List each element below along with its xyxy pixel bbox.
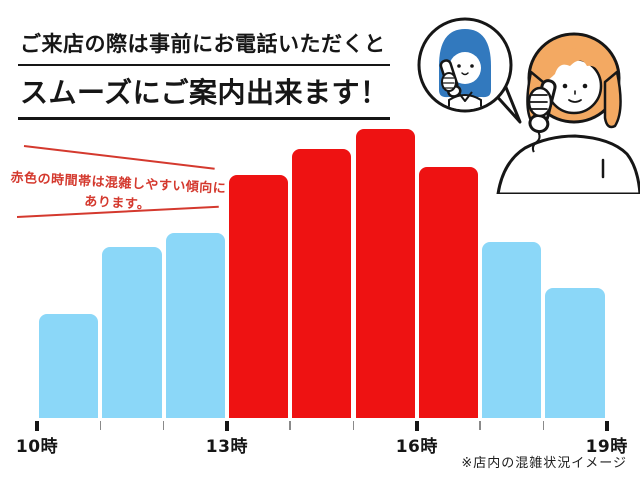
bar-12時 (165, 233, 225, 418)
header-line-1: ご来店の際は事前にお電話いただくと (18, 28, 390, 66)
speech-bubble (417, 17, 522, 124)
axis-major-tick (224, 421, 229, 431)
axis-minor-tick (542, 421, 545, 430)
customer-eye (562, 83, 568, 89)
bar-14時 (292, 149, 352, 418)
axis-minor-tick (479, 421, 481, 430)
customer-figure (496, 32, 640, 196)
axis-label-10時: 10時 (15, 437, 59, 457)
bar-11時 (102, 247, 162, 418)
axis-minor-tick (162, 421, 165, 430)
axis-label-19時: 19時 (585, 437, 628, 457)
axis-label-16時: 16時 (395, 437, 438, 457)
phone-call-illustration (413, 2, 640, 196)
phone-call-illustration-svg (417, 17, 640, 196)
bar-17時 (482, 242, 542, 418)
bar-13時 (228, 175, 289, 418)
axis-minor-tick (99, 421, 102, 430)
axis-major-tick (414, 421, 419, 431)
bar-10時 (39, 314, 99, 418)
axis-major-tick (604, 421, 609, 431)
operator-figure (439, 29, 491, 110)
customer-eye (582, 83, 588, 89)
footnote: ※店内の混雑状況イメージ (461, 456, 627, 471)
bar-16時 (418, 167, 479, 418)
axis-label-13時: 13時 (205, 437, 248, 457)
bar-18時 (545, 288, 605, 418)
header-line-2: スムーズにご案内出来ます！ (18, 66, 390, 120)
header: ご来店の際は事前にお電話いただくと スムーズにご案内出来ます！ (18, 28, 390, 120)
axis-major-tick (35, 421, 39, 431)
bar-15時 (355, 129, 415, 418)
axis-minor-tick (352, 421, 355, 430)
axis-minor-tick (289, 421, 291, 430)
